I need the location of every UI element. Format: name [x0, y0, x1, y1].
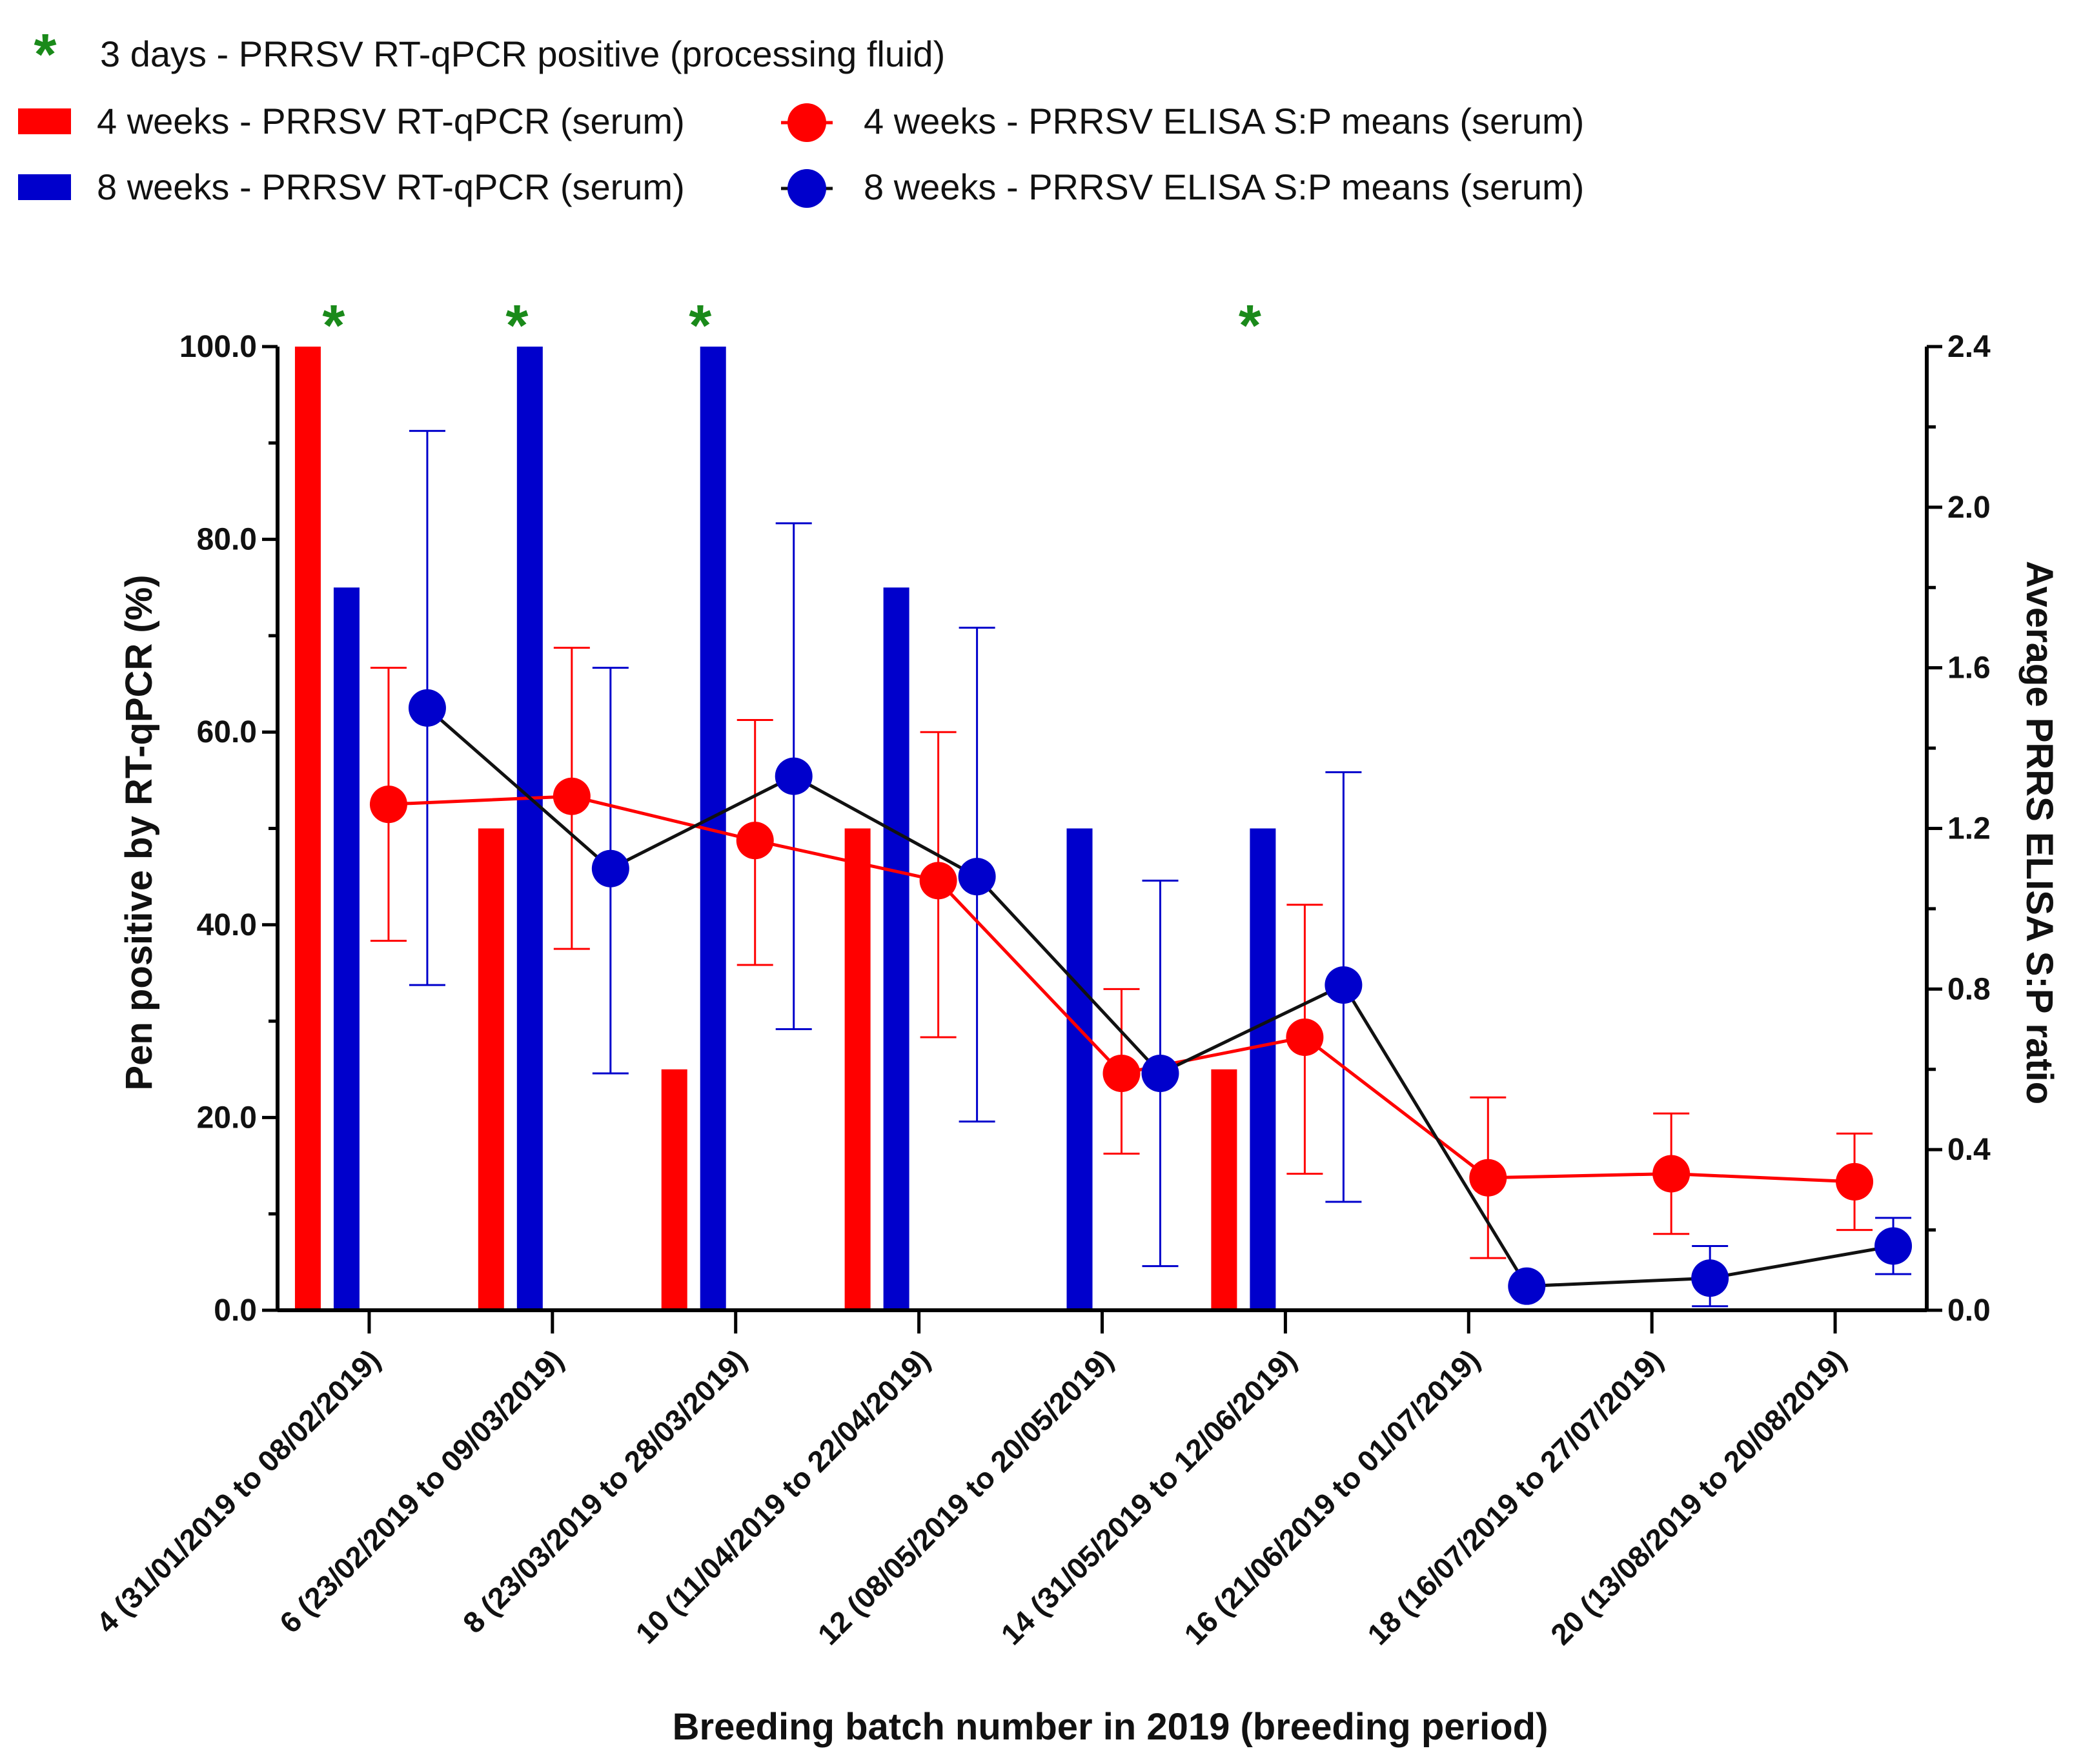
star-marker-0: *	[322, 294, 345, 358]
x-tick-label-8: 20 (13/08/2019 to 20/08/2019)	[1544, 1343, 1853, 1651]
bar-8wk-5	[1250, 828, 1276, 1310]
y-right-tick-label-6: 2.4	[1947, 330, 1991, 364]
marker-4wk-3	[919, 862, 957, 900]
marker-8wk-2	[775, 757, 813, 795]
x-tick-label-7: 18 (16/07/2019 to 27/07/2019)	[1361, 1343, 1669, 1651]
bar-4wk-1	[478, 828, 504, 1310]
y-right-tick-label-0: 0.0	[1947, 1293, 1991, 1328]
marker-8wk-8	[1874, 1227, 1913, 1265]
marker-8wk-6	[1508, 1267, 1546, 1305]
y-left-tick-label-0: 0.0	[214, 1293, 257, 1328]
x-tick-label-4: 12 (08/05/2019 to 20/05/2019)	[811, 1343, 1120, 1651]
x-tick-label-6: 16 (21/06/2019 to 01/07/2019)	[1177, 1343, 1486, 1651]
bar-4wk-2	[661, 1069, 687, 1310]
x-tick-label-5: 14 (31/05/2019 to 12/06/2019)	[994, 1343, 1303, 1651]
legend-swatch-marker-0	[787, 103, 826, 142]
y-axis-left-title: Pen positive by RT-qPCR (%)	[118, 574, 160, 1090]
marker-4wk-7	[1652, 1155, 1691, 1193]
marker-8wk-7	[1691, 1259, 1729, 1297]
star-marker-1: *	[505, 294, 528, 358]
bar-4wk-3	[844, 828, 871, 1310]
legend-label-line-0: 4 weeks - PRRSV ELISA S:P means (serum)	[864, 101, 1584, 141]
legend-label-bar-0: 4 weeks - PRRSV RT-qPCR (serum)	[97, 101, 685, 141]
bar-8wk-1	[516, 347, 543, 1310]
line-series	[369, 689, 1913, 1305]
marker-8wk-4	[1141, 1054, 1179, 1092]
bar-8wk-0	[333, 587, 360, 1310]
marker-4wk-0	[369, 786, 407, 824]
processing-fluid-markers: * * * *	[322, 294, 1261, 358]
legend-label-bar-1: 8 weeks - PRRSV RT-qPCR (serum)	[97, 167, 685, 207]
x-tick-label-0: 4 (31/01/2019 to 08/02/2019)	[90, 1343, 387, 1639]
marker-4wk-4	[1102, 1054, 1141, 1092]
marker-4wk-1	[553, 777, 591, 815]
marker-8wk-1	[591, 849, 629, 887]
x-tick-label-3: 10 (11/04/2019 to 22/04/2019)	[629, 1343, 936, 1650]
legend-swatch-bar-1	[18, 174, 71, 200]
legend-label-line-1: 8 weeks - PRRSV ELISA S:P means (serum)	[864, 167, 1584, 207]
bar-series	[294, 347, 1276, 1310]
marker-4wk-2	[736, 822, 774, 860]
bar-4wk-5	[1211, 1069, 1237, 1310]
y-right-tick-label-1: 0.4	[1947, 1133, 1991, 1167]
bar-8wk-4	[1066, 828, 1093, 1310]
bar-4wk-0	[294, 347, 321, 1310]
marker-4wk-5	[1286, 1018, 1324, 1056]
legend-label-processing-fluid: 3 days - PRRSV RT-qPCR positive (process…	[100, 34, 945, 74]
y-left-tick-label-3: 60.0	[197, 715, 257, 749]
y-left-tick-label-5: 100.0	[179, 330, 257, 364]
y-right-tick-label-3: 1.2	[1947, 812, 1991, 846]
y-left-tick-label-4: 80.0	[197, 523, 257, 557]
x-axis-title: Breeding batch number in 2019 (breeding …	[673, 1706, 1549, 1748]
marker-4wk-6	[1469, 1159, 1507, 1197]
y-axis-right-title: Average PRRS ELISA S:P ratio	[2018, 561, 2060, 1104]
marker-8wk-5	[1325, 966, 1363, 1004]
bar-8wk-3	[883, 587, 909, 1310]
y-left-tick-label-2: 40.0	[197, 908, 257, 942]
star-marker-2: *	[689, 294, 711, 358]
y-right-tick-label-5: 2.0	[1947, 491, 1991, 525]
marker-8wk-3	[958, 858, 996, 896]
marker-4wk-8	[1836, 1162, 1874, 1201]
y-left-tick-label-1: 20.0	[197, 1100, 257, 1135]
y-right-tick-label-2: 0.8	[1947, 972, 1991, 1006]
legend-swatch-bar-0	[18, 108, 71, 134]
legend: * 3 days - PRRSV RT-qPCR positive (proces…	[18, 23, 1584, 208]
marker-8wk-0	[408, 689, 446, 727]
legend-swatch-marker-1	[787, 169, 826, 208]
y-right-tick-label-4: 1.6	[1947, 651, 1991, 685]
axes: 0.0 20.0 40.0 60.0 80.0 100.0 0.0 0.4 0.8 1.2 1.6 2…	[90, 330, 1991, 1651]
star-marker-5: *	[1239, 294, 1261, 358]
legend-star-symbol: *	[34, 23, 56, 87]
